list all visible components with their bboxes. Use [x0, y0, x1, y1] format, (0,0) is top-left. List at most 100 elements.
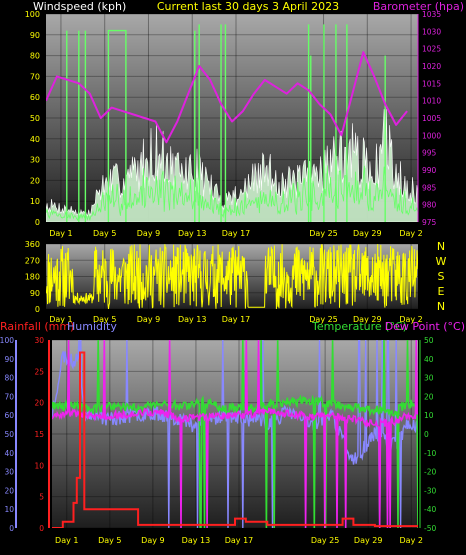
x-tick-label: Day 9 [137, 315, 160, 324]
barometer-y-tick-label: 1020 [422, 62, 441, 71]
temperature-y-tick-label: 0 [424, 430, 429, 439]
barometer-y-tick-label: 995 [422, 149, 437, 158]
barometer-y-tick-label: 1030 [422, 27, 441, 36]
chart-title: Current last 30 days 3 April 2023 [157, 0, 339, 13]
x-tick-label: Day 17 [225, 536, 254, 545]
barometer-y-tick-label: 980 [422, 201, 437, 210]
humidity-y-tick-label: 100 [0, 336, 14, 345]
barometer-y-tick-label: 1000 [422, 131, 441, 140]
x-tick-label: Day 13 [178, 315, 207, 324]
wind-y-tick-label: 20 [30, 176, 40, 185]
x-tick-label: Day 29 [353, 229, 382, 238]
wind-y-tick-label: 70 [30, 72, 40, 81]
barometer-axis-label: Barometer (hpa) [373, 0, 464, 13]
rainfall-axis-label: Rainfall (mm) [0, 320, 74, 333]
x-tick-label: Day 9 [137, 229, 160, 238]
windspeed-axis-label: Windspeed (kph) [33, 0, 126, 13]
direction-y-tick-label: 360 [25, 240, 40, 249]
rainfall-y-tick-label: 10 [34, 461, 44, 470]
temperature-y-tick-label: 20 [424, 392, 434, 401]
barometer-y-tick-label: 1010 [422, 97, 441, 106]
barometer-y-tick-label: 990 [422, 166, 437, 175]
humidity-y-tick-label: 10 [4, 505, 14, 514]
x-tick-label: Day 25 [311, 536, 340, 545]
temperature-y-tick-label: 50 [424, 336, 434, 345]
compass-label-n: N [437, 300, 445, 313]
x-tick-label: Day 1 [55, 536, 78, 545]
temperature-y-tick-label: 10 [424, 411, 434, 420]
rainfall-y-tick-label: 25 [34, 367, 44, 376]
humidity-y-tick-label: 50 [4, 430, 14, 439]
barometer-y-tick-label: 1025 [422, 45, 441, 54]
direction-y-tick-label: 0 [35, 305, 40, 314]
compass-label-s: S [438, 270, 445, 283]
temperature-plot-area [52, 340, 418, 528]
x-tick-label: Day 5 [93, 229, 116, 238]
x-tick-label: Day 17 [222, 229, 251, 238]
humidity-axis-label: Humidity [67, 320, 117, 333]
wind-y-tick-label: 90 [30, 31, 40, 40]
x-tick-label: Day 5 [98, 536, 121, 545]
x-tick-label: Day 29 [354, 536, 383, 545]
temperature-axis-label: Temperature (°C) [311, 320, 407, 333]
temperature-y-tick-label: -20 [424, 468, 436, 477]
barometer-series-line [46, 51, 408, 144]
dewpoint-axis-label: Dew Point (°C) [385, 320, 465, 333]
compass-label-w: W [436, 255, 447, 268]
wind-y-tick-label: 0 [35, 218, 40, 227]
compass-label-e: E [438, 285, 445, 298]
rainfall-y-tick-label: 0 [39, 524, 44, 533]
direction-y-tick-label: 90 [30, 289, 40, 298]
temperature-y-tick-label: -10 [424, 449, 436, 458]
compass-label-n: N [437, 240, 445, 253]
x-tick-label: Day 25 [309, 229, 338, 238]
wind-y-tick-label: 60 [30, 93, 40, 102]
temperature-y-tick-label: 30 [424, 374, 434, 383]
humidity-y-tick-label: 40 [4, 449, 14, 458]
barometer-y-tick-label: 1035 [422, 10, 441, 19]
wind-y-tick-label: 40 [30, 135, 40, 144]
humidity-y-tick-label: 70 [4, 392, 14, 401]
temperature-series-line [52, 340, 418, 528]
x-tick-label: Day 17 [222, 315, 251, 324]
dewpoint-series-line [52, 340, 418, 528]
humidity-y-tick-label: 30 [4, 468, 14, 477]
x-tick-label: Day 2 [400, 536, 423, 545]
humidity-y-tick-label: 0 [9, 524, 14, 533]
temperature-y-tick-label: 40 [424, 355, 434, 364]
wind-y-tick-label: 10 [30, 197, 40, 206]
x-tick-label: Day 2 [399, 229, 422, 238]
barometer-y-tick-label: 975 [422, 218, 437, 227]
direction-y-tick-label: 180 [25, 273, 40, 282]
temperature-y-tick-label: -50 [424, 524, 436, 533]
rainfall-y-tick-label: 15 [34, 430, 44, 439]
rainfall-y-tick-label: 30 [34, 336, 44, 345]
barometer-y-tick-label: 1015 [422, 79, 441, 88]
direction-y-tick-label: 270 [25, 256, 40, 265]
humidity-y-tick-label: 20 [4, 486, 14, 495]
temperature-y-tick-label: -40 [424, 505, 436, 514]
humidity-y-tick-label: 60 [4, 411, 14, 420]
humidity-y-tick-label: 90 [4, 355, 14, 364]
barometer-y-tick-label: 985 [422, 183, 437, 192]
x-tick-label: Day 2 [399, 315, 422, 324]
rainfall-y-tick-label: 5 [39, 493, 44, 502]
x-tick-label: Day 5 [93, 315, 116, 324]
barometer-y-tick-label: 1005 [422, 114, 441, 123]
temperature-y-tick-label: -30 [424, 486, 436, 495]
rainfall-y-tick-label: 20 [34, 399, 44, 408]
wind-direction-line [46, 244, 418, 309]
x-tick-label: Day 1 [49, 229, 72, 238]
wind-y-tick-label: 80 [30, 52, 40, 61]
x-tick-label: Day 25 [309, 315, 338, 324]
x-tick-label: Day 29 [353, 315, 382, 324]
humidity-series-line [52, 340, 418, 528]
gust-plateau [107, 29, 127, 222]
x-tick-label: Day 9 [141, 536, 164, 545]
humidity-y-tick-label: 80 [4, 374, 14, 383]
wind-y-tick-label: 100 [25, 10, 40, 19]
wind-y-tick-label: 50 [30, 114, 40, 123]
x-tick-label: Day 13 [182, 536, 211, 545]
gust-area [46, 109, 418, 222]
